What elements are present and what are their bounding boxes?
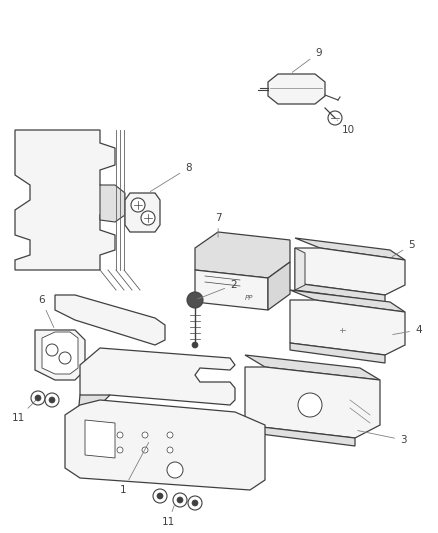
Polygon shape — [268, 74, 325, 104]
Polygon shape — [100, 185, 125, 222]
Circle shape — [188, 496, 202, 510]
Circle shape — [117, 447, 123, 453]
Polygon shape — [295, 238, 405, 260]
Circle shape — [328, 111, 342, 125]
Polygon shape — [245, 367, 380, 438]
Polygon shape — [55, 295, 165, 345]
Circle shape — [49, 397, 55, 403]
Circle shape — [157, 493, 163, 499]
Polygon shape — [290, 343, 385, 363]
Polygon shape — [290, 290, 405, 312]
Circle shape — [31, 391, 45, 405]
Polygon shape — [85, 420, 115, 458]
Circle shape — [35, 395, 41, 401]
Polygon shape — [15, 130, 115, 270]
Polygon shape — [78, 395, 110, 415]
Polygon shape — [268, 262, 290, 310]
Circle shape — [153, 489, 167, 503]
Circle shape — [131, 198, 145, 212]
Polygon shape — [295, 283, 385, 302]
Circle shape — [177, 497, 183, 503]
Circle shape — [167, 432, 173, 438]
Text: 1: 1 — [120, 442, 148, 495]
Polygon shape — [295, 248, 405, 295]
Text: 6: 6 — [38, 295, 54, 327]
Polygon shape — [125, 193, 160, 232]
Circle shape — [59, 352, 71, 364]
Circle shape — [298, 393, 322, 417]
Text: 3: 3 — [358, 431, 406, 445]
Circle shape — [142, 447, 148, 453]
Text: 5: 5 — [392, 240, 415, 256]
Text: 2: 2 — [198, 280, 237, 299]
Polygon shape — [195, 270, 268, 310]
Circle shape — [192, 500, 198, 506]
Circle shape — [46, 344, 58, 356]
Polygon shape — [80, 348, 235, 405]
Polygon shape — [245, 355, 380, 380]
Circle shape — [167, 447, 173, 453]
Text: 10: 10 — [337, 120, 355, 135]
Polygon shape — [35, 330, 85, 380]
Text: PP: PP — [245, 295, 254, 301]
Polygon shape — [295, 248, 305, 290]
Circle shape — [173, 493, 187, 507]
Text: 9: 9 — [292, 48, 321, 72]
Polygon shape — [195, 232, 290, 278]
Polygon shape — [245, 425, 355, 446]
Polygon shape — [42, 332, 78, 374]
Text: 7: 7 — [215, 213, 222, 237]
Circle shape — [117, 432, 123, 438]
Circle shape — [45, 393, 59, 407]
Circle shape — [167, 462, 183, 478]
Circle shape — [192, 342, 198, 348]
Text: 8: 8 — [150, 163, 192, 191]
Circle shape — [142, 432, 148, 438]
Text: 4: 4 — [393, 325, 422, 335]
Circle shape — [141, 211, 155, 225]
Text: 11: 11 — [162, 506, 175, 527]
Text: 11: 11 — [12, 400, 36, 423]
Polygon shape — [65, 400, 265, 490]
Circle shape — [187, 292, 203, 308]
Polygon shape — [290, 300, 405, 355]
